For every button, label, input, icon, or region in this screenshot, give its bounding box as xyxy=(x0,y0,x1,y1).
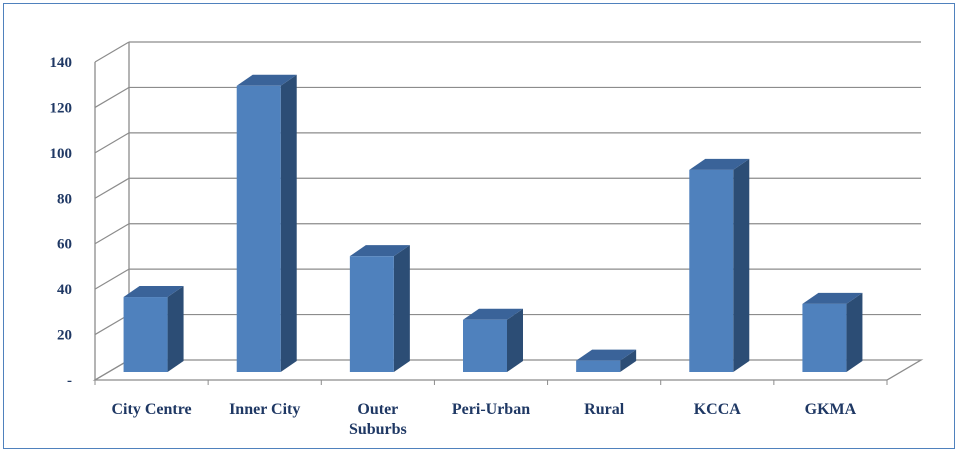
x-category-label: Inner City xyxy=(229,401,300,418)
bar-top xyxy=(576,349,637,361)
x-category-label: Rural xyxy=(584,401,625,418)
bar xyxy=(236,74,297,373)
y-axis-ticks: - 20 40 60 80 100 120 140 xyxy=(50,55,73,389)
bar-top xyxy=(689,158,750,170)
chart-frame xyxy=(3,3,955,449)
x-category-label: GKMA xyxy=(805,401,857,418)
bar-top xyxy=(236,74,297,86)
bar xyxy=(576,349,637,372)
y-tick-label: 20 xyxy=(57,328,72,344)
bar-top xyxy=(349,245,410,257)
bar-side xyxy=(393,245,410,372)
bar-front xyxy=(576,360,621,372)
bar-front xyxy=(463,319,507,372)
bar xyxy=(463,308,523,372)
bar-front xyxy=(689,169,734,372)
x-axis-labels: City Centre Inner City Outer Suburbs Peri-Ur… xyxy=(112,401,857,438)
y-tick-label: 60 xyxy=(57,237,72,253)
bar xyxy=(123,286,184,372)
y-tick-label: 140 xyxy=(50,55,73,71)
gridline-side xyxy=(94,132,130,154)
gridline-side xyxy=(94,314,130,336)
x-category-label: Peri-Urban xyxy=(452,401,530,418)
chart-bars xyxy=(123,74,863,373)
x-category-label: Outer xyxy=(357,401,398,418)
bar-side xyxy=(846,292,863,372)
chart-floor xyxy=(92,359,924,381)
y-tick-label: 80 xyxy=(57,191,72,207)
bar-top xyxy=(802,292,863,304)
bar xyxy=(802,292,863,372)
bar-front xyxy=(349,256,394,372)
x-category-label: Suburbs xyxy=(349,421,407,438)
bar-top xyxy=(463,308,523,320)
bar-front xyxy=(123,297,168,372)
gridline-side xyxy=(94,177,130,199)
gridline-side xyxy=(94,223,130,245)
y-tick-label: 120 xyxy=(50,100,73,116)
y-tick-label: 40 xyxy=(57,282,72,298)
bar-side xyxy=(507,308,523,372)
gridline-side xyxy=(94,86,130,108)
bar-front xyxy=(802,303,847,372)
x-category-label: City Centre xyxy=(112,401,192,418)
gridline-side xyxy=(94,268,130,290)
bar-front xyxy=(236,85,281,373)
bar xyxy=(689,158,750,372)
gridline-side xyxy=(94,41,130,63)
bar-side xyxy=(167,286,184,372)
y-tick-label: - xyxy=(67,373,72,389)
y-tick-label: 100 xyxy=(50,146,73,162)
bar-side xyxy=(733,158,750,372)
bar xyxy=(349,245,410,372)
bar-side xyxy=(620,349,637,372)
x-category-label: KCCA xyxy=(694,401,742,418)
bar-side xyxy=(280,74,297,373)
bar-top xyxy=(123,286,184,298)
